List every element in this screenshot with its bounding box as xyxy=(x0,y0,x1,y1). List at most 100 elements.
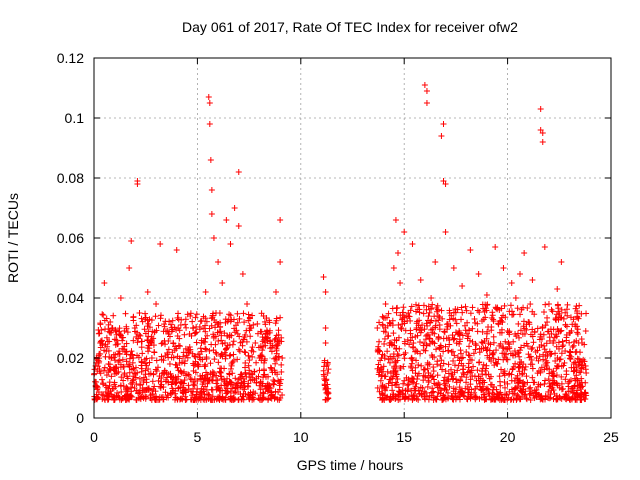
data-point xyxy=(520,318,527,325)
data-point xyxy=(200,386,207,393)
data-point xyxy=(222,346,229,353)
data-point xyxy=(478,339,485,346)
data-point xyxy=(450,265,457,271)
data-point xyxy=(221,365,228,372)
data-point xyxy=(178,316,185,323)
data-point xyxy=(180,353,187,360)
data-point xyxy=(158,340,165,347)
data-point xyxy=(457,350,464,357)
data-point xyxy=(577,369,584,376)
data-point xyxy=(546,383,553,390)
data-point xyxy=(245,311,252,318)
data-point xyxy=(474,307,481,314)
data-point xyxy=(119,356,126,363)
data-point xyxy=(537,106,544,112)
data-point xyxy=(261,318,268,325)
data-point xyxy=(453,379,460,386)
data-point xyxy=(416,339,423,346)
data-point xyxy=(182,316,189,323)
data-point xyxy=(436,326,443,333)
data-point xyxy=(146,324,153,331)
data-point xyxy=(148,339,155,346)
data-point xyxy=(94,384,101,391)
data-point xyxy=(408,355,415,362)
data-point xyxy=(413,380,420,387)
data-point xyxy=(466,343,473,350)
data-point xyxy=(131,325,138,332)
data-point xyxy=(424,383,431,390)
data-point xyxy=(582,328,589,335)
data-point xyxy=(389,305,396,312)
data-point xyxy=(400,351,407,358)
data-point xyxy=(190,324,197,331)
data-point xyxy=(273,343,280,350)
data-point xyxy=(147,370,154,377)
data-point xyxy=(186,344,193,351)
data-point xyxy=(235,376,242,383)
data-point xyxy=(271,355,278,362)
data-point xyxy=(231,390,238,397)
data-point xyxy=(442,181,449,187)
data-point xyxy=(166,333,173,340)
data-point xyxy=(392,217,399,223)
data-point xyxy=(492,244,499,250)
data-point xyxy=(244,382,251,389)
data-point xyxy=(474,383,481,390)
data-point xyxy=(227,318,234,325)
data-point xyxy=(421,82,428,88)
data-point xyxy=(505,329,512,336)
data-point xyxy=(152,313,159,320)
data-point xyxy=(264,328,271,335)
data-point xyxy=(110,312,117,319)
data-point xyxy=(253,375,260,382)
data-point xyxy=(458,316,465,323)
data-point xyxy=(182,345,189,352)
data-point xyxy=(472,346,479,353)
data-point xyxy=(498,305,505,312)
data-point xyxy=(136,331,143,338)
data-point xyxy=(182,321,189,328)
data-point xyxy=(530,379,537,386)
data-point xyxy=(423,320,430,327)
data-point xyxy=(517,311,524,318)
data-point xyxy=(202,289,209,295)
data-point xyxy=(322,396,329,403)
data-point xyxy=(559,385,566,392)
data-point xyxy=(208,187,215,193)
data-point xyxy=(578,375,585,382)
data-point xyxy=(423,306,430,313)
data-point xyxy=(564,301,571,308)
data-point xyxy=(213,350,220,357)
data-point xyxy=(230,351,237,358)
data-point xyxy=(192,369,199,376)
x-tick-label: 0 xyxy=(90,429,98,445)
data-point xyxy=(479,371,486,378)
data-point xyxy=(204,380,211,387)
data-point xyxy=(162,341,169,348)
data-point xyxy=(465,360,472,367)
data-point xyxy=(432,324,439,331)
data-point xyxy=(181,376,188,383)
data-point xyxy=(209,386,216,393)
data-point xyxy=(435,317,442,324)
data-point xyxy=(131,385,138,392)
data-point xyxy=(115,393,122,400)
data-point xyxy=(207,157,214,163)
data-point xyxy=(105,321,112,328)
data-point xyxy=(213,396,220,403)
data-point xyxy=(136,387,143,394)
data-point xyxy=(109,385,116,392)
data-point xyxy=(178,379,185,386)
data-point xyxy=(529,374,536,381)
data-point xyxy=(197,376,204,383)
data-point xyxy=(121,327,128,334)
data-point xyxy=(187,375,194,382)
data-point xyxy=(272,360,279,367)
data-point xyxy=(483,292,490,298)
data-point xyxy=(99,376,106,383)
data-point xyxy=(136,310,143,316)
data-point xyxy=(552,358,559,365)
data-point xyxy=(467,310,474,317)
data-point xyxy=(558,259,565,265)
data-point xyxy=(572,305,579,312)
